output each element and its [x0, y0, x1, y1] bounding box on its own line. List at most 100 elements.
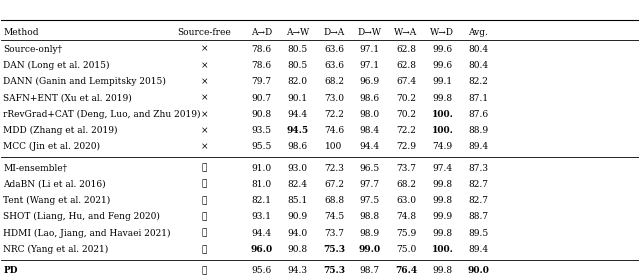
Text: 82.2: 82.2 — [468, 77, 488, 86]
Text: SHOT (Liang, Hu, and Feng 2020): SHOT (Liang, Hu, and Feng 2020) — [3, 212, 160, 221]
Text: 96.5: 96.5 — [360, 163, 380, 172]
Text: PD: PD — [3, 266, 18, 275]
Text: 99.8: 99.8 — [432, 266, 452, 275]
Text: 67.2: 67.2 — [324, 180, 344, 189]
Text: MCC (Jin et al. 2020): MCC (Jin et al. 2020) — [3, 142, 100, 152]
Text: 97.1: 97.1 — [360, 61, 380, 70]
Text: Source-only†: Source-only† — [3, 45, 62, 54]
Text: 98.4: 98.4 — [360, 126, 380, 135]
Text: 80.4: 80.4 — [468, 61, 488, 70]
Text: 99.0: 99.0 — [358, 245, 381, 254]
Text: 78.6: 78.6 — [252, 45, 271, 54]
Text: 97.5: 97.5 — [360, 196, 380, 205]
Text: 82.0: 82.0 — [288, 77, 308, 86]
Text: 98.6: 98.6 — [287, 142, 308, 152]
Text: ✓: ✓ — [202, 180, 207, 189]
Text: 70.2: 70.2 — [396, 94, 416, 103]
Text: 80.5: 80.5 — [287, 61, 308, 70]
Text: 94.4: 94.4 — [252, 229, 271, 238]
Text: 93.5: 93.5 — [252, 126, 271, 135]
Text: 99.8: 99.8 — [432, 94, 452, 103]
Text: 99.8: 99.8 — [432, 196, 452, 205]
Text: 67.4: 67.4 — [396, 77, 416, 86]
Text: 91.0: 91.0 — [252, 163, 271, 172]
Text: 87.1: 87.1 — [468, 94, 488, 103]
Text: 100.: 100. — [431, 126, 453, 135]
Text: D→W: D→W — [358, 28, 381, 37]
Text: 87.6: 87.6 — [468, 110, 488, 119]
Text: 93.1: 93.1 — [252, 212, 271, 221]
Text: 94.4: 94.4 — [360, 142, 380, 152]
Text: 98.9: 98.9 — [360, 229, 380, 238]
Text: ✓: ✓ — [202, 163, 207, 172]
Text: ✓: ✓ — [202, 212, 207, 221]
Text: 74.5: 74.5 — [324, 212, 344, 221]
Text: 73.7: 73.7 — [324, 229, 344, 238]
Text: A→D: A→D — [251, 28, 272, 37]
Text: 79.7: 79.7 — [252, 77, 271, 86]
Text: 87.3: 87.3 — [468, 163, 488, 172]
Text: 75.3: 75.3 — [323, 245, 345, 254]
Text: 89.4: 89.4 — [468, 245, 488, 254]
Text: 89.5: 89.5 — [468, 229, 488, 238]
Text: DAN (Long et al. 2015): DAN (Long et al. 2015) — [3, 61, 110, 70]
Text: SAFN+ENT (Xu et al. 2019): SAFN+ENT (Xu et al. 2019) — [3, 94, 132, 103]
Text: 82.1: 82.1 — [252, 196, 271, 205]
Text: 80.5: 80.5 — [287, 45, 308, 54]
Text: 73.0: 73.0 — [324, 94, 344, 103]
Text: D→A: D→A — [323, 28, 345, 37]
Text: 76.4: 76.4 — [395, 266, 417, 275]
Text: 72.2: 72.2 — [324, 110, 344, 119]
Text: ×: × — [200, 77, 208, 86]
Text: 75.3: 75.3 — [323, 266, 345, 275]
Text: 74.6: 74.6 — [324, 126, 344, 135]
Text: 99.8: 99.8 — [432, 229, 452, 238]
Text: NRC (Yang et al. 2021): NRC (Yang et al. 2021) — [3, 245, 109, 254]
Text: Method: Method — [3, 28, 39, 37]
Text: 90.9: 90.9 — [287, 212, 308, 221]
Text: 94.4: 94.4 — [287, 110, 308, 119]
Text: 95.5: 95.5 — [251, 142, 271, 152]
Text: 99.1: 99.1 — [432, 77, 452, 86]
Text: 70.2: 70.2 — [396, 110, 416, 119]
Text: 75.9: 75.9 — [396, 229, 416, 238]
Text: 99.8: 99.8 — [432, 180, 452, 189]
Text: 89.4: 89.4 — [468, 142, 488, 152]
Text: 62.8: 62.8 — [396, 45, 416, 54]
Text: 72.2: 72.2 — [396, 126, 416, 135]
Text: 82.4: 82.4 — [288, 180, 308, 189]
Text: ×: × — [200, 94, 208, 103]
Text: 97.1: 97.1 — [360, 45, 380, 54]
Text: Avg.: Avg. — [468, 28, 488, 37]
Text: 98.6: 98.6 — [360, 94, 380, 103]
Text: 94.5: 94.5 — [287, 126, 308, 135]
Text: 63.0: 63.0 — [396, 196, 416, 205]
Text: 90.0: 90.0 — [467, 266, 489, 275]
Text: 90.1: 90.1 — [287, 94, 308, 103]
Text: 74.9: 74.9 — [432, 142, 452, 152]
Text: Tent (Wang et al. 2021): Tent (Wang et al. 2021) — [3, 196, 111, 205]
Text: W→A: W→A — [394, 28, 418, 37]
Text: 93.0: 93.0 — [288, 163, 308, 172]
Text: 99.6: 99.6 — [432, 61, 452, 70]
Text: 74.8: 74.8 — [396, 212, 416, 221]
Text: 99.6: 99.6 — [432, 45, 452, 54]
Text: 94.0: 94.0 — [287, 229, 308, 238]
Text: 94.3: 94.3 — [288, 266, 308, 275]
Text: 82.7: 82.7 — [468, 180, 488, 189]
Text: 97.4: 97.4 — [432, 163, 452, 172]
Text: ×: × — [200, 126, 208, 135]
Text: 98.0: 98.0 — [360, 110, 380, 119]
Text: 72.3: 72.3 — [324, 163, 344, 172]
Text: DANN (Ganin and Lempitsky 2015): DANN (Ganin and Lempitsky 2015) — [3, 77, 166, 86]
Text: 80.4: 80.4 — [468, 45, 488, 54]
Text: MDD (Zhang et al. 2019): MDD (Zhang et al. 2019) — [3, 126, 118, 135]
Text: ×: × — [200, 110, 208, 119]
Text: ✓: ✓ — [202, 245, 207, 254]
Text: W→D: W→D — [430, 28, 454, 37]
Text: ✓: ✓ — [202, 266, 207, 275]
Text: 90.7: 90.7 — [252, 94, 271, 103]
Text: 98.8: 98.8 — [360, 212, 380, 221]
Text: 82.7: 82.7 — [468, 196, 488, 205]
Text: 68.2: 68.2 — [396, 180, 416, 189]
